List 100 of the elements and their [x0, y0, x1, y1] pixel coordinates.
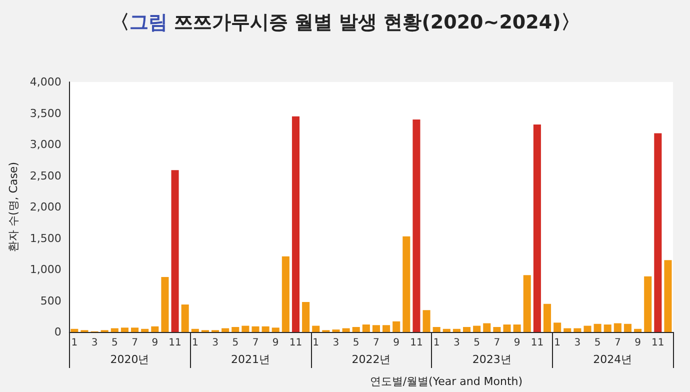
bar — [523, 275, 531, 332]
x-tick-label: 3 — [91, 338, 98, 348]
chart-title: 〈그림 쯔쯔가무시증 월별 발생 현황(2020~2024)〉 — [110, 12, 580, 34]
x-tick-label: 7 — [373, 338, 380, 348]
x-tick-label: 7 — [252, 338, 259, 348]
bar — [151, 326, 159, 332]
bar — [141, 328, 149, 332]
bar — [402, 236, 410, 332]
bar — [503, 324, 511, 332]
bar — [282, 256, 290, 332]
x-tick-label: 1 — [312, 338, 320, 348]
x-tick-label: 1 — [192, 338, 198, 348]
bar — [252, 326, 260, 332]
bar — [131, 328, 139, 332]
bar — [493, 327, 501, 332]
bar — [292, 116, 300, 332]
bar — [70, 328, 78, 332]
bar — [604, 324, 612, 332]
y-tick-label: 4,000 — [30, 76, 62, 88]
bar — [432, 327, 440, 332]
bar — [382, 325, 390, 332]
x-tick-label: 7 — [614, 338, 621, 348]
text: 2021년 — [230, 353, 270, 366]
bar — [342, 328, 350, 332]
bar — [442, 328, 450, 332]
bar — [302, 302, 310, 332]
x-tick-label: 5 — [111, 338, 118, 348]
x-tick-label: 1 — [554, 338, 560, 348]
bar — [120, 328, 128, 332]
x-tick-label: 9 — [152, 338, 158, 348]
x-tick-label: 5 — [232, 338, 239, 348]
y-tick-label: 1,000 — [30, 263, 62, 276]
bar — [412, 120, 420, 332]
bar — [242, 326, 250, 332]
bar — [272, 328, 280, 332]
x-tick-label: 11 — [289, 338, 302, 348]
x-tick-label: 1 — [71, 338, 78, 348]
y-tick-label: 500 — [40, 294, 62, 308]
bar — [171, 170, 179, 332]
bar — [624, 324, 632, 332]
text: 2022년 — [352, 353, 391, 366]
bar — [181, 304, 189, 332]
x-tick-label: 11 — [168, 338, 182, 348]
bar — [232, 327, 240, 332]
x-tick-label: 3 — [574, 338, 581, 348]
text: 2023년 — [472, 353, 512, 366]
x-tick-label: 5 — [474, 338, 480, 348]
text: 2024년 — [593, 353, 632, 366]
x-tick-label: 7 — [494, 338, 500, 348]
text: 2020년 — [110, 353, 150, 366]
x-tick-label: 3 — [212, 338, 218, 348]
x-axis-title: 연도별/월별(Year and Month) — [370, 375, 523, 388]
x-tick-label: 11 — [652, 338, 664, 348]
x-tick-label: 5 — [352, 338, 360, 348]
bar — [422, 310, 430, 332]
bar — [644, 276, 652, 332]
x-tick-label: 9 — [272, 338, 279, 348]
x-tick-label: 5 — [594, 338, 601, 348]
x-tick-label: 11 — [530, 338, 544, 348]
x-tick-label: 3 — [454, 338, 460, 348]
bar — [584, 326, 592, 332]
bar — [262, 326, 270, 332]
x-tick-label: 9 — [514, 338, 520, 348]
bar — [543, 304, 552, 332]
bar — [110, 328, 118, 332]
y-tick-label: 1,500 — [30, 232, 62, 245]
bar — [372, 325, 380, 332]
bar — [564, 328, 572, 332]
bar — [574, 328, 582, 332]
y-tick-label: 2,500 — [30, 169, 62, 182]
x-tick-label: 9 — [634, 338, 641, 348]
x-tick-label: 7 — [132, 338, 138, 348]
bar — [594, 324, 602, 332]
y-tick-label: 3,500 — [30, 106, 62, 120]
bar — [533, 124, 541, 332]
y-tick-label: 0 — [54, 326, 62, 338]
x-tick-label: 11 — [410, 338, 423, 348]
bar — [614, 323, 622, 332]
bar — [554, 322, 562, 332]
bar — [352, 327, 360, 332]
y-axis-title: 환자 수(명, Case) — [7, 162, 20, 252]
bar — [634, 328, 642, 332]
bar — [513, 324, 521, 332]
y-tick-label: 3,000 — [30, 138, 62, 151]
x-tick-label: 3 — [332, 338, 340, 348]
bar — [161, 277, 169, 332]
bar — [462, 327, 471, 332]
bar — [473, 326, 481, 332]
bar — [222, 328, 230, 332]
bar — [362, 324, 370, 332]
bar — [191, 328, 199, 332]
bar — [312, 326, 320, 332]
bar — [483, 323, 491, 332]
bar — [392, 321, 400, 332]
bar — [654, 133, 662, 332]
y-tick-label: 2,000 — [30, 200, 62, 214]
bar — [452, 328, 460, 332]
x-tick-label: 1 — [433, 338, 440, 348]
x-tick-label: 9 — [393, 338, 400, 348]
bar — [664, 260, 672, 332]
